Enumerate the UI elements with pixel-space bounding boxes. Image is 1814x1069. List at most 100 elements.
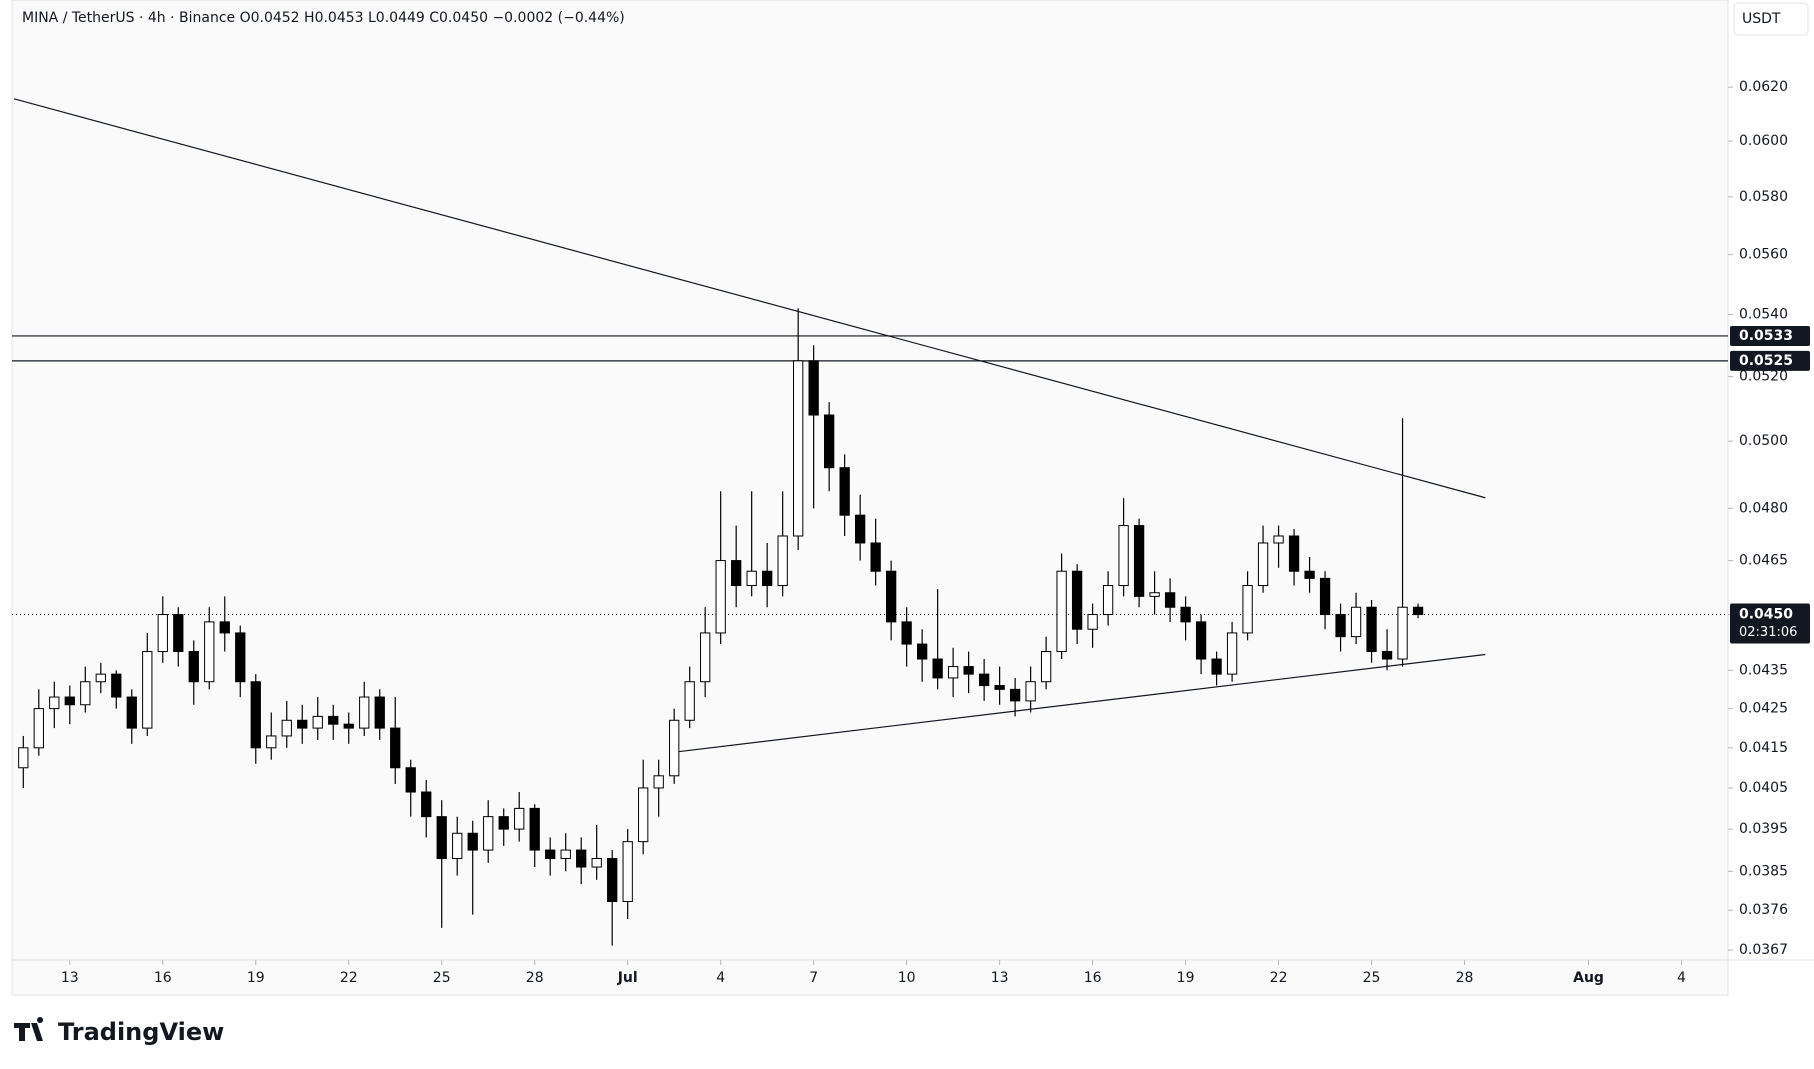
level-label-box bbox=[1730, 325, 1810, 346]
trendline bbox=[674, 653, 1486, 753]
x-tick-label: 4 bbox=[716, 970, 725, 986]
logo: TradingView bbox=[14, 1017, 224, 1046]
currency[interactable]: USDT bbox=[1742, 11, 1781, 27]
candle-body bbox=[607, 858, 618, 902]
candle-body bbox=[1273, 535, 1284, 544]
candle-body bbox=[855, 514, 866, 544]
candle-body bbox=[1056, 570, 1067, 653]
candle-body bbox=[33, 708, 44, 749]
level-label: 0.0525 bbox=[1739, 353, 1793, 369]
candle-body bbox=[947, 666, 959, 679]
candle-body bbox=[157, 614, 168, 653]
candle-body bbox=[95, 673, 106, 683]
candle-body bbox=[1381, 651, 1393, 660]
candle-body bbox=[529, 807, 540, 851]
candle-body bbox=[250, 681, 261, 749]
y-tick-label: 0.0405 bbox=[1739, 780, 1788, 796]
candle-body bbox=[1009, 688, 1021, 702]
countdown: 02:31:06 bbox=[1739, 625, 1797, 640]
candle-body bbox=[1350, 606, 1362, 638]
y-tick-label: 0.0480 bbox=[1739, 500, 1788, 516]
candle-body bbox=[839, 467, 850, 516]
candle-body bbox=[1397, 606, 1408, 660]
x-tick-label: 22 bbox=[1270, 970, 1288, 986]
brand: TradingView bbox=[58, 1018, 224, 1046]
candle-body bbox=[1412, 606, 1424, 616]
last-price-label: 0.0450 bbox=[1739, 607, 1793, 623]
x-tick-label: 28 bbox=[526, 970, 544, 986]
candle-body bbox=[64, 696, 75, 706]
candle-body bbox=[452, 832, 463, 860]
candle-body bbox=[436, 816, 447, 860]
candle-body bbox=[1071, 570, 1083, 630]
x-tick-label: 7 bbox=[809, 970, 818, 986]
y-tick-label: 0.0520 bbox=[1739, 369, 1788, 385]
candle-body bbox=[80, 681, 91, 706]
candle-body bbox=[653, 775, 664, 789]
candle-body bbox=[281, 719, 292, 737]
candle-body bbox=[1164, 592, 1176, 608]
candle-body bbox=[374, 696, 385, 729]
candle-body bbox=[762, 570, 773, 587]
candle-body bbox=[870, 542, 881, 572]
candle-body bbox=[684, 681, 695, 721]
x-tick-label: 28 bbox=[1456, 970, 1474, 986]
candle-body bbox=[219, 621, 230, 634]
candle-body bbox=[545, 849, 556, 860]
candle-body bbox=[142, 651, 153, 729]
y-tick-label: 0.0540 bbox=[1739, 306, 1788, 322]
candle-body bbox=[824, 414, 835, 469]
candle-body bbox=[901, 621, 912, 645]
candle-body bbox=[297, 719, 308, 729]
candle-body bbox=[994, 685, 1005, 690]
candle-body bbox=[746, 570, 757, 587]
candle-body bbox=[715, 560, 726, 634]
candle-body bbox=[1149, 592, 1160, 597]
candle-body bbox=[700, 632, 711, 683]
candle-body bbox=[885, 570, 897, 623]
candle-body bbox=[808, 360, 819, 416]
candle-body bbox=[405, 767, 416, 793]
y-tick-label: 0.0376 bbox=[1739, 902, 1788, 918]
x-tick-label: 16 bbox=[154, 970, 172, 986]
plot-background bbox=[11, 0, 1729, 996]
x-tick-label: Jul bbox=[617, 970, 638, 986]
candle-body bbox=[1366, 606, 1377, 653]
currency-box[interactable] bbox=[1733, 2, 1809, 36]
y-tick-label: 0.0367 bbox=[1739, 942, 1788, 958]
candle-body bbox=[916, 643, 928, 660]
candle-body bbox=[777, 535, 788, 587]
candle-body bbox=[1335, 614, 1346, 638]
x-tick-label: 19 bbox=[1177, 970, 1195, 986]
candle-body bbox=[204, 621, 215, 683]
y-tick-label: 0.0580 bbox=[1739, 189, 1788, 205]
candle-body bbox=[731, 560, 742, 587]
candle-body bbox=[1025, 681, 1036, 702]
y-tick-label: 0.0560 bbox=[1739, 247, 1788, 263]
y-tick-label: 0.0425 bbox=[1739, 701, 1788, 717]
y-tick-label: 0.0385 bbox=[1739, 863, 1788, 879]
x-tick-label: 25 bbox=[1363, 970, 1381, 986]
candle-body bbox=[1180, 606, 1191, 623]
x-tick-label: Aug bbox=[1573, 970, 1604, 986]
candle-body bbox=[669, 719, 680, 777]
last-price-box bbox=[1730, 603, 1810, 644]
y-tick-label: 0.0620 bbox=[1739, 79, 1788, 95]
x-tick-label: 16 bbox=[1084, 970, 1102, 986]
candle-body bbox=[1257, 542, 1269, 587]
price-axis bbox=[1728, 0, 1814, 995]
candle-body bbox=[266, 735, 277, 749]
candle-body bbox=[1211, 658, 1222, 675]
candle-body bbox=[1040, 651, 1052, 683]
candle-body bbox=[421, 791, 432, 818]
x-tick-label: 10 bbox=[898, 970, 916, 986]
legend-title: MINA / TetherUS · 4h · Binance O0.0452 H… bbox=[22, 10, 625, 26]
candle-body bbox=[932, 658, 943, 679]
candle-body bbox=[638, 787, 649, 843]
candle-body bbox=[49, 696, 60, 710]
x-tick-label: 19 bbox=[247, 970, 265, 986]
x-tick-label: 13 bbox=[61, 970, 79, 986]
candle-body bbox=[111, 673, 122, 698]
candle-body bbox=[978, 673, 990, 687]
